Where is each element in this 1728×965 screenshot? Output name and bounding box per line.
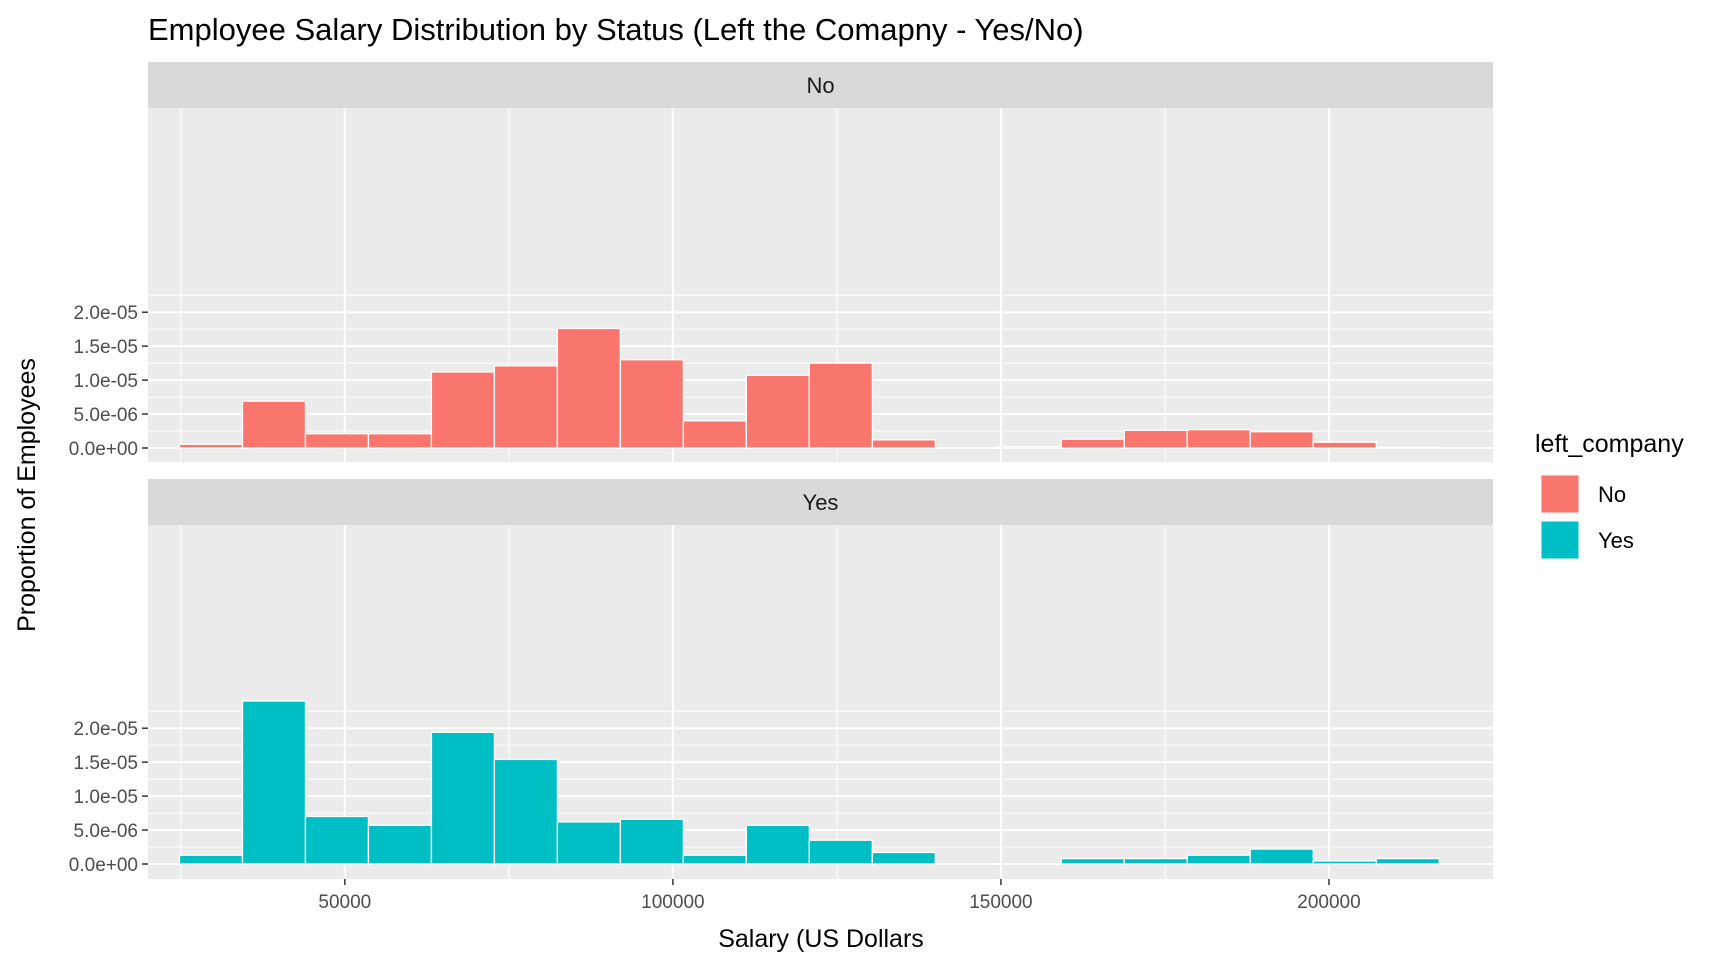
facet-panels: No0.0e+005.0e-061.0e-051.5e-052.0e-05Yes… bbox=[69, 62, 1493, 913]
y-tick-label: 1.5e-05 bbox=[74, 753, 138, 774]
histogram-bar bbox=[1375, 857, 1440, 865]
histogram-bar bbox=[241, 400, 307, 449]
histogram-bar bbox=[430, 371, 496, 449]
histogram-bar bbox=[745, 824, 810, 865]
histogram-bar bbox=[871, 851, 936, 865]
histogram-bar bbox=[556, 821, 622, 865]
legend-label: Yes bbox=[1598, 528, 1634, 553]
facet-strip bbox=[148, 479, 1493, 525]
histogram-bar bbox=[304, 433, 370, 449]
histogram-bar bbox=[1060, 438, 1125, 449]
x-tick-label: 100000 bbox=[641, 892, 704, 913]
histogram-bar bbox=[241, 700, 307, 865]
histogram-bar bbox=[1186, 429, 1251, 449]
histogram-bar bbox=[682, 854, 748, 865]
facet-strip-label: No bbox=[806, 73, 834, 98]
panel-background bbox=[148, 525, 1493, 879]
histogram-bar bbox=[682, 420, 748, 449]
y-tick-label: 2.0e-05 bbox=[74, 303, 138, 324]
histogram-bar bbox=[808, 362, 873, 449]
histogram-bar bbox=[493, 758, 559, 865]
y-tick-label: 1.0e-05 bbox=[74, 371, 138, 392]
histogram-bar bbox=[430, 731, 496, 865]
y-tick-label: 1.0e-05 bbox=[74, 787, 138, 808]
legend-item-yes: Yes bbox=[1540, 520, 1634, 560]
y-tick-label: 1.5e-05 bbox=[74, 337, 138, 358]
legend-key-swatch bbox=[1540, 520, 1580, 560]
histogram-bar bbox=[871, 439, 936, 449]
y-axis-label: Proportion of Employees bbox=[13, 358, 41, 632]
histogram-bar bbox=[1060, 857, 1125, 865]
x-tick-label: 150000 bbox=[969, 892, 1032, 913]
legend-keys: No Yes bbox=[1540, 474, 1634, 560]
x-tick-label: 200000 bbox=[1297, 892, 1360, 913]
histogram-bar bbox=[1249, 848, 1314, 865]
y-tick-label: 5.0e-06 bbox=[74, 405, 138, 426]
histogram-bar bbox=[556, 327, 622, 449]
chart-title: Employee Salary Distribution by Status (… bbox=[148, 12, 1084, 47]
legend-key-swatch bbox=[1540, 474, 1580, 514]
histogram-bar bbox=[1375, 446, 1440, 449]
y-tick-label: 5.0e-06 bbox=[74, 821, 138, 842]
histogram-bar bbox=[619, 818, 685, 865]
histogram-bar bbox=[367, 824, 433, 865]
legend-item-no: No bbox=[1540, 474, 1626, 514]
histogram-bar bbox=[1312, 860, 1377, 865]
y-tick-label: 2.0e-05 bbox=[74, 719, 138, 740]
histogram-bar bbox=[178, 854, 244, 865]
histogram-bar bbox=[304, 815, 370, 865]
x-tick-label: 50000 bbox=[318, 892, 371, 913]
x-axis-label: Salary (US Dollars bbox=[718, 925, 924, 953]
histogram-bar bbox=[1312, 441, 1377, 449]
facet-strip bbox=[148, 62, 1493, 108]
histogram-bar bbox=[1123, 857, 1188, 865]
histogram-bar bbox=[808, 839, 873, 865]
histogram-bar bbox=[178, 443, 244, 449]
histogram-bar bbox=[745, 374, 810, 449]
histogram-bar bbox=[997, 445, 1062, 449]
histogram-bar bbox=[367, 433, 433, 449]
histogram-bar bbox=[493, 365, 559, 449]
y-tick-label: 0.0e+00 bbox=[69, 855, 138, 876]
legend: left_company No Yes bbox=[1535, 430, 1684, 560]
histogram-bar bbox=[1123, 429, 1188, 449]
histogram-bar bbox=[1186, 854, 1251, 865]
facet-strip-label: Yes bbox=[803, 490, 839, 515]
facet-panel-yes: Yes 0.0e+00 5.0e-06 1.0e-05 1.5e-05 2.0e-05 50… bbox=[69, 479, 1493, 913]
legend-label: No bbox=[1598, 482, 1626, 507]
legend-title: left_company bbox=[1535, 430, 1684, 458]
histogram-bar bbox=[1249, 431, 1314, 449]
facet-panel-no: No 0.0e+00 5.0e-06 1.0e-05 1.5e-05 2.0e-05 bbox=[69, 62, 1493, 462]
histogram-bar bbox=[619, 359, 685, 449]
y-tick-label: 0.0e+00 bbox=[69, 439, 138, 460]
